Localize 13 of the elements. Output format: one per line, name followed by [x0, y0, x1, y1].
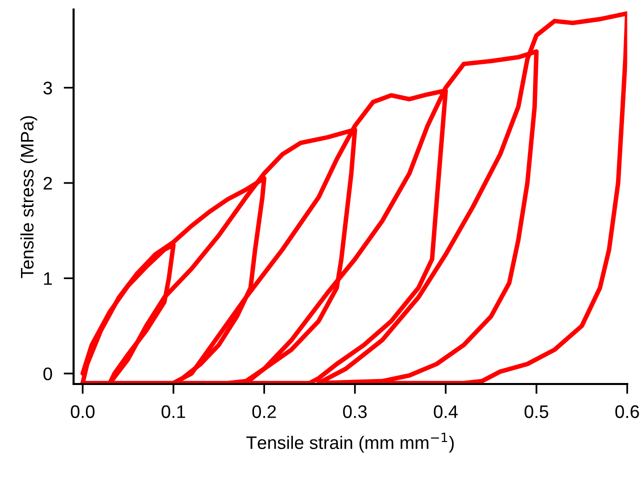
x-tick-label: 0.5 — [524, 405, 548, 418]
y-tick-label: 2 — [44, 176, 52, 190]
y-tick-label: 3 — [43, 82, 52, 94]
x-tick-label: 0.0 — [70, 405, 95, 418]
x-tick-label: 0.2 — [252, 405, 276, 418]
y-tick-label: 1 — [44, 272, 52, 285]
y-tick-label: 0 — [43, 367, 52, 380]
x-tick-label: 0.1 — [162, 405, 186, 418]
x-tick-label: 0.6 — [615, 405, 639, 418]
x-tick-label: 0.3 — [343, 405, 367, 418]
x-tick-label: 0.4 — [434, 405, 458, 418]
x-axis-title: Tensile strain (mm mm$^{−1}$) — [246, 432, 454, 453]
y-axis-title: Tensile stress (MPa) — [20, 116, 38, 278]
